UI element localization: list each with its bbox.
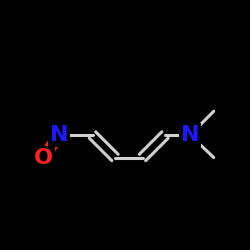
Text: N: N	[181, 125, 199, 145]
Text: N: N	[50, 125, 68, 145]
Text: O: O	[34, 148, 53, 168]
